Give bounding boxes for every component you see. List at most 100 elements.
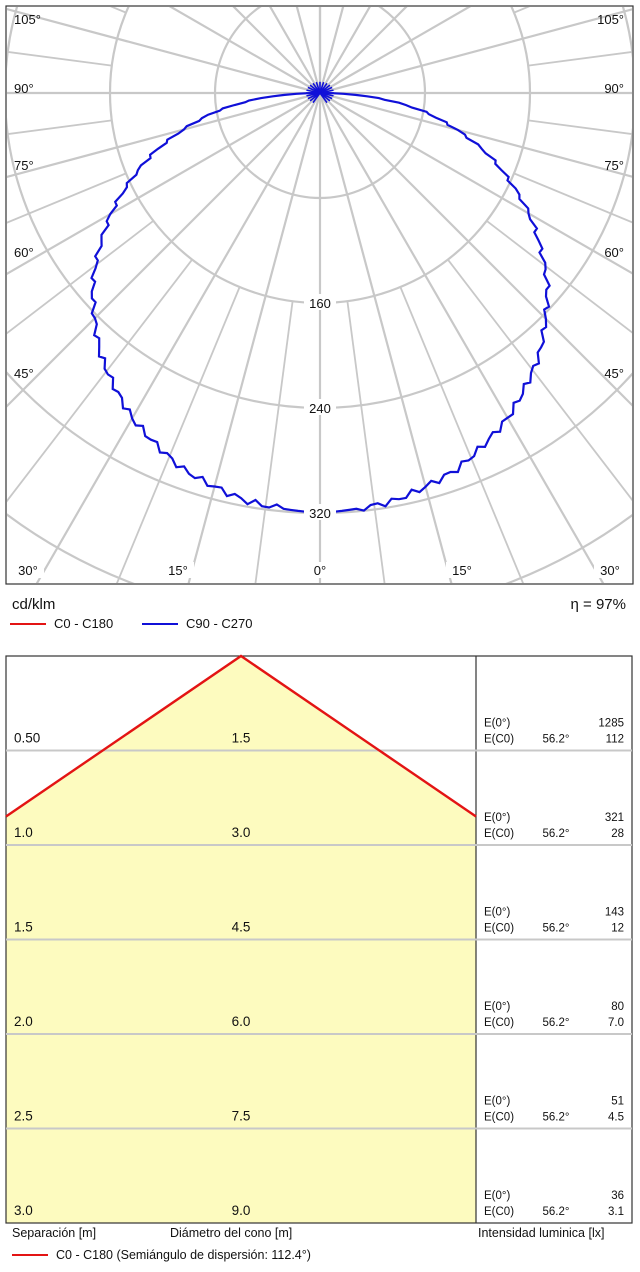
legend-item-c0: C0 - C180 [10,616,113,631]
grid-radial-line [447,259,632,502]
grid-radial-line [7,172,127,224]
angle-label-bottom-2: 0° [314,563,326,578]
grid-radial-line [346,301,386,583]
angle-label-bottom-1: 15° [168,563,188,578]
angle-label-bottom-4: 30° [600,563,620,578]
angle-label-bg [594,562,626,578]
row-diameter-5: 9.0 [232,1203,251,1218]
angle-label-bg [12,562,44,578]
cone-legend: C0 - C180 (Semiángulo de dispersión: 112… [12,1248,311,1262]
polar-labels: 160 240 320 105° 90° 75° 60° 45° 45° 60° 75° 90° 105… [12,12,626,578]
row-ec0-label-5: E(C0) [484,1206,514,1218]
grid-radial-line [254,301,294,583]
row-ec0-value-0: 112 [606,734,624,746]
angle-label-bottom-3: 15° [452,563,472,578]
radial-label-160: 160 [309,296,331,311]
angle-label-left-0: 105° [14,12,41,27]
angle-label-right-4: 105° [597,12,624,27]
legend-label-c0: C0 - C180 [54,616,114,631]
row-e0-value-3: 80 [611,1001,624,1013]
row-e0-label-1: E(0°) [484,812,510,824]
grid-radial-line [7,259,193,503]
radial-label-320: 320 [309,506,331,521]
row-separation-5: 3.0 [14,1203,33,1218]
row-e0-value-4: 51 [611,1096,624,1108]
radial-label-bg [304,399,336,415]
row-separation-1: 1.0 [14,825,33,840]
row-angle-5: 56.2° [543,1206,570,1218]
row-ec0-value-4: 4.5 [608,1112,624,1124]
series-c90-lobe [319,92,328,104]
grid-radial-line [7,91,321,179]
grid-radial-line [486,220,632,334]
intensity-axis-label: Intensidad luminica [lx] [478,1226,605,1240]
angle-label-left-3: 60° [14,245,34,260]
row-separation-0: 0.50 [14,731,40,746]
row-ec0-label-1: E(C0) [484,828,514,840]
cone-diagram: 0.50 1.5 E(0°) 1285 E(C0) 56.2° 112 1.0 3.0 E(0°)… [5,654,633,1224]
row-e0-value-2: 143 [605,907,624,919]
radial-label-240: 240 [309,401,331,416]
row-diameter-4: 7.5 [232,1109,251,1124]
row-e0-value-1: 321 [605,812,624,824]
diameter-axis-label: Diámetro del cono [m] [170,1226,293,1240]
angle-label-bg [446,562,478,578]
angle-label-bottom-0: 30° [18,563,38,578]
row-e0-label-5: E(0°) [484,1190,510,1202]
row-ec0-value-5: 3.1 [608,1206,624,1218]
separation-axis-label: Separación [m] [12,1226,97,1240]
grid-radial-line [319,92,605,583]
row-diameter-3: 6.0 [232,1014,251,1029]
angle-label-bg [162,562,194,578]
polar-frame [5,5,634,585]
angle-label-right-1: 60° [604,245,624,260]
radial-label-bg [304,294,336,310]
grid-radial-line [319,92,632,407]
row-separation-3: 2.0 [14,1014,33,1029]
radial-label-bg [304,504,336,520]
efficiency-label: η = 97% [570,596,626,613]
grid-radial-line [319,92,632,275]
legend-item-c90: C90 - C270 [142,616,252,631]
grid-radial-line [187,92,322,583]
row-e0-label-3: E(0°) [484,1001,510,1013]
grid-radial-line [116,286,241,583]
angle-label-left-2: 75° [14,158,34,173]
polar-grid [5,5,634,585]
grid-radial-line [7,119,112,136]
row-separation-4: 2.5 [14,1109,33,1124]
polar-grid-lines [7,7,632,583]
row-ec0-value-2: 12 [611,923,624,935]
polar-footer: cd/klm η = 97% C0 - C180 C90 - C270 [0,592,640,632]
cone-legend-label: C0 - C180 (Semiángulo de dispersión: 112… [56,1248,311,1262]
row-e0-value-5: 36 [611,1190,624,1202]
legend-label-c90: C90 - C270 [186,616,253,631]
row-ec0-value-3: 7.0 [608,1017,624,1029]
angle-label-right-3: 90° [604,81,624,96]
grid-radial-line [319,8,632,95]
row-ec0-label-2: E(C0) [484,923,514,935]
grid-radial-line [319,91,632,178]
cone-legend-swatch [12,1254,48,1256]
cone-line [5,654,477,818]
grid-radial-line [7,92,321,408]
angle-label-bg [304,562,336,578]
row-ec0-label-4: E(C0) [484,1112,514,1124]
row-diameter-1: 3.0 [232,825,251,840]
grid-radial-line [528,119,632,135]
row-angle-0: 56.2° [543,734,570,746]
row-e0-label-2: E(0°) [484,907,510,919]
grid-radial-line [399,286,524,583]
angle-label-right-0: 45° [604,366,624,381]
grid-radial-line [7,92,321,275]
polar-intensity-chart: 160 240 320 105° 90° 75° 60° 45° 45° 60° 75° 90° 105… [5,5,634,585]
row-e0-value-0: 1285 [598,718,624,730]
grid-radial-line [7,7,321,95]
row-ec0-label-3: E(C0) [484,1017,514,1029]
row-angle-3: 56.2° [543,1017,570,1029]
row-angle-2: 56.2° [543,923,570,935]
angle-label-left-1: 90° [14,81,34,96]
legend-swatch-c0 [10,622,46,625]
grid-radial-line [318,92,453,583]
angle-label-left-4: 45° [14,366,34,381]
